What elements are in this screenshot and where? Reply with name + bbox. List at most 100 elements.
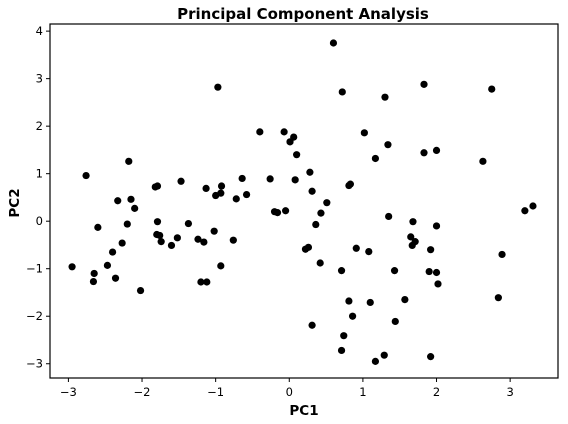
data-point [427,353,435,361]
y-tick-label: 3 [36,72,43,86]
data-point [340,332,348,340]
plot-frame [49,23,559,379]
data-point [420,149,428,157]
data-point [153,218,162,226]
data-point [432,268,441,277]
data-point [200,238,208,246]
data-point [312,220,320,229]
data-point [420,80,428,88]
data-point [217,182,226,190]
y-tick-label: −1 [26,262,43,276]
x-tick-label: 3 [506,385,513,399]
y-tick-label: −3 [26,357,43,371]
data-point [366,298,374,307]
data-point [291,176,299,184]
y-tick-label: 4 [36,24,43,38]
data-point [266,175,274,183]
data-point [308,187,316,195]
data-point [317,209,325,217]
data-point [385,212,393,221]
data-point [407,233,415,241]
data-point [232,195,240,203]
data-point [323,199,331,207]
data-point [127,195,135,203]
data-point [371,154,380,163]
data-point [238,174,246,183]
data-point [123,220,131,228]
data-point [306,168,314,176]
data-point [157,238,165,246]
data-points [68,39,537,365]
x-tick-label: −1 [207,385,224,399]
x-tick-label: 1 [359,385,366,399]
data-point [273,209,282,217]
data-point [184,219,193,228]
data-point [256,128,264,136]
data-point [352,244,360,252]
x-tick-label: −3 [60,385,77,399]
data-point [308,321,316,329]
data-point [391,317,399,326]
data-point [177,177,185,185]
data-point [409,218,417,226]
data-point [365,248,373,256]
data-point [90,269,98,278]
data-point [408,241,416,250]
y-axis-label: PC2 [7,188,23,217]
data-point [381,93,389,101]
data-point [432,222,441,230]
data-point [173,234,181,242]
data-point [479,157,487,165]
data-point [371,357,380,365]
y-tick-label: 2 [36,119,43,133]
data-point [304,243,313,251]
data-point [280,128,288,136]
data-point [346,180,354,188]
data-point [427,246,435,254]
data-point [337,346,346,355]
data-point [521,207,529,215]
data-point [210,227,218,235]
data-point [153,182,162,190]
data-point [434,280,442,288]
data-point [156,231,164,240]
data-point [111,274,120,282]
y-tick-label: −2 [26,309,43,323]
data-point [390,267,399,275]
data-point [494,294,502,302]
data-point [125,157,133,165]
data-point [348,312,357,320]
data-point [384,141,392,149]
data-point [242,190,251,199]
data-point [68,263,76,271]
data-point [380,351,388,359]
data-point [217,262,225,270]
data-point [118,239,126,247]
data-point [167,241,176,250]
x-tick-label: −2 [134,385,151,399]
data-point [114,197,122,205]
data-point [425,267,433,276]
y-tick-label: 1 [36,167,43,181]
data-point [529,202,537,210]
data-point [498,250,506,259]
x-tick-label: 2 [433,385,440,399]
data-point [345,297,353,305]
data-point [488,85,496,93]
y-tick-label: 0 [36,214,43,228]
data-point [136,286,145,295]
data-point [281,207,290,215]
data-point [108,248,117,256]
x-axis-label: PC1 [289,403,318,419]
data-point [293,151,301,159]
data-point [337,267,346,275]
x-tick-label: 0 [286,385,293,399]
data-point [212,191,220,200]
data-point [316,259,324,267]
data-point [131,204,139,212]
data-point [360,129,368,137]
data-point [94,223,102,231]
data-point [202,184,210,193]
data-point [329,39,338,47]
